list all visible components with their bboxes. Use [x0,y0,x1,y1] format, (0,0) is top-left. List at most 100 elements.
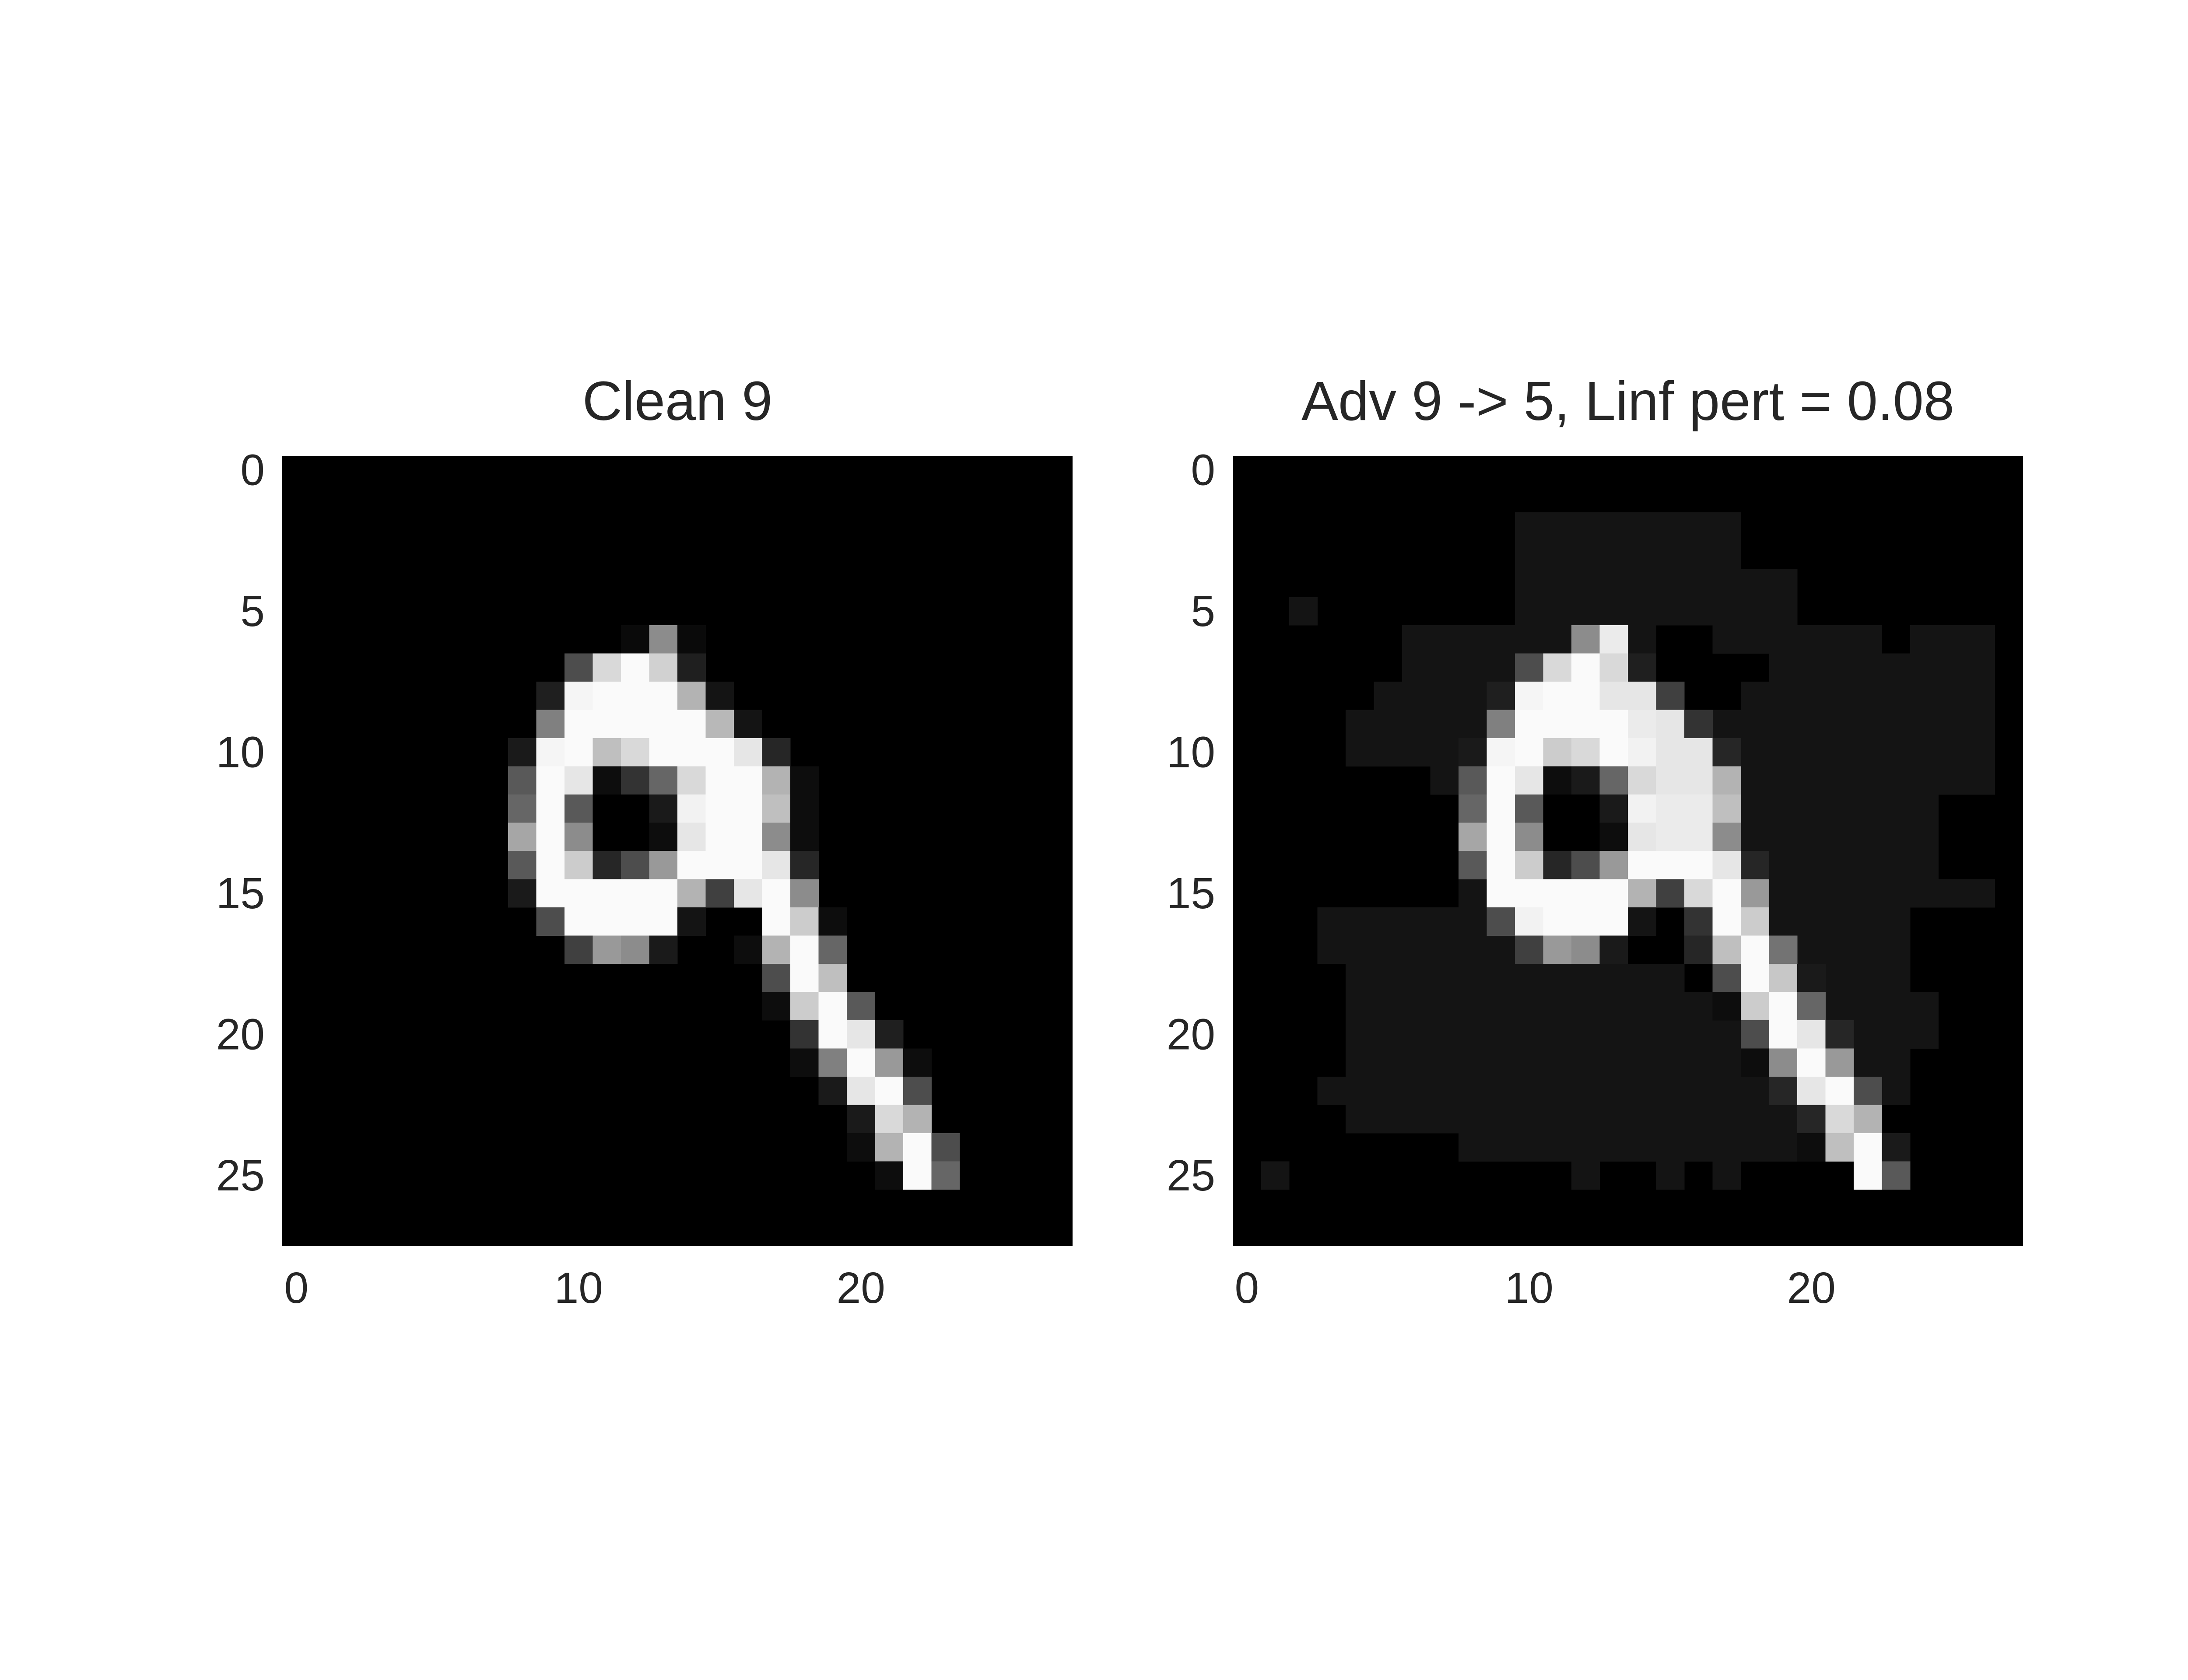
image-pixel [621,907,649,936]
image-pixel [621,879,649,908]
image-pixel [1459,851,1487,879]
image-pixel [1487,879,1515,908]
image-pixel [1543,823,1572,851]
image-pixel [649,936,678,964]
image-pixel [1769,964,1798,992]
image-pixel [677,738,706,766]
image-pixel [1600,823,1628,851]
image-pixel [706,851,734,879]
image-pixel [847,1049,875,1077]
x-tick-label: 0 [284,1264,309,1312]
perturbation-region [1571,1162,1600,1190]
image-pixel [706,682,734,710]
perturbation-region [1515,541,1741,569]
image-pixel [1571,794,1600,823]
perturbation-region [1515,512,1628,541]
perturbation-region [1826,992,1939,1021]
image-pixel [1713,879,1741,908]
image-pixel [734,794,762,823]
image-pixel [1854,1162,1882,1190]
image-pixel [706,794,734,823]
image-pixel [1571,738,1600,766]
image-pixel [1487,766,1515,795]
image-pixel [1797,1020,1826,1049]
image-pixel [1769,1049,1798,1077]
image-pixel [565,936,593,964]
image-pixel [706,738,734,766]
image-pixel [1515,654,1543,682]
y-tick-label: 15 [216,869,265,918]
image-pixel [1543,851,1572,879]
image-pixel [536,907,565,936]
image-pixel [1487,907,1515,936]
image-pixel [508,794,536,823]
y-tick-label: 5 [1191,587,1215,636]
image-pixel [593,879,621,908]
image-pixel [1600,851,1628,879]
image-pixel [1826,1105,1854,1134]
image-pixel [677,851,706,879]
y-tick-label: 25 [216,1151,265,1200]
perturbation-region [1713,1162,1741,1190]
perturbation-region [1318,936,1515,964]
image-pixel [1515,682,1543,710]
image-pixel [790,794,819,823]
image-pixel [1628,654,1656,682]
image-pixel [1741,1020,1769,1049]
image-pixel [762,907,791,936]
image-pixel [677,879,706,908]
image-pixel [677,766,706,795]
y-tick-label: 15 [1167,869,1215,918]
image-pixel [1684,879,1713,908]
image-pixel [1882,1133,1911,1162]
image-pixel [762,766,791,795]
image-pixel [1543,710,1572,738]
image-pixel [1826,1049,1854,1077]
image-pixel [734,879,762,908]
image-pixel [1543,879,1572,908]
image-pixel [762,936,791,964]
image-pixel [762,992,791,1021]
image-pixel [1459,738,1487,766]
image-pixel [621,766,649,795]
image-pixel [1769,992,1798,1021]
image-pixel [621,738,649,766]
image-pixel [1600,766,1628,795]
image-pixel [847,1105,875,1134]
image-pixel [565,682,593,710]
image-pixel [1515,823,1543,851]
image-pixel [677,794,706,823]
image-pixel [593,682,621,710]
perturbation-region [1346,1020,1741,1049]
image-pixel [621,625,649,654]
image-pixel [1487,738,1515,766]
image-pixel [649,766,678,795]
image-pixel [1797,964,1826,992]
image-pixel [1628,710,1656,738]
x-tick-label: 20 [837,1264,885,1312]
image-pixel [649,823,678,851]
image-pixel [734,851,762,879]
image-pixel [903,1077,932,1105]
image-pixel [1571,907,1600,936]
image-pixel [1684,851,1713,879]
image-pixel [1571,682,1600,710]
image-pixel [593,823,621,851]
image-pixel [762,964,791,992]
image-pixel [1487,710,1515,738]
image-pixel [1854,1133,1882,1162]
image-pixel [593,907,621,936]
image-pixel [1797,1105,1826,1134]
perturbation-region [1515,569,1798,597]
perturbation-region [1713,794,1939,823]
image-pixel [649,794,678,823]
x-tick-label: 10 [1505,1264,1553,1312]
image-pixel [649,907,678,936]
image-pixel [508,823,536,851]
image-pixel [1769,936,1798,964]
image-pixel [1684,907,1713,936]
image-pixel [1600,936,1628,964]
image-pixel [1684,936,1713,964]
image-pixel [819,992,847,1021]
image-pixel [508,851,536,879]
